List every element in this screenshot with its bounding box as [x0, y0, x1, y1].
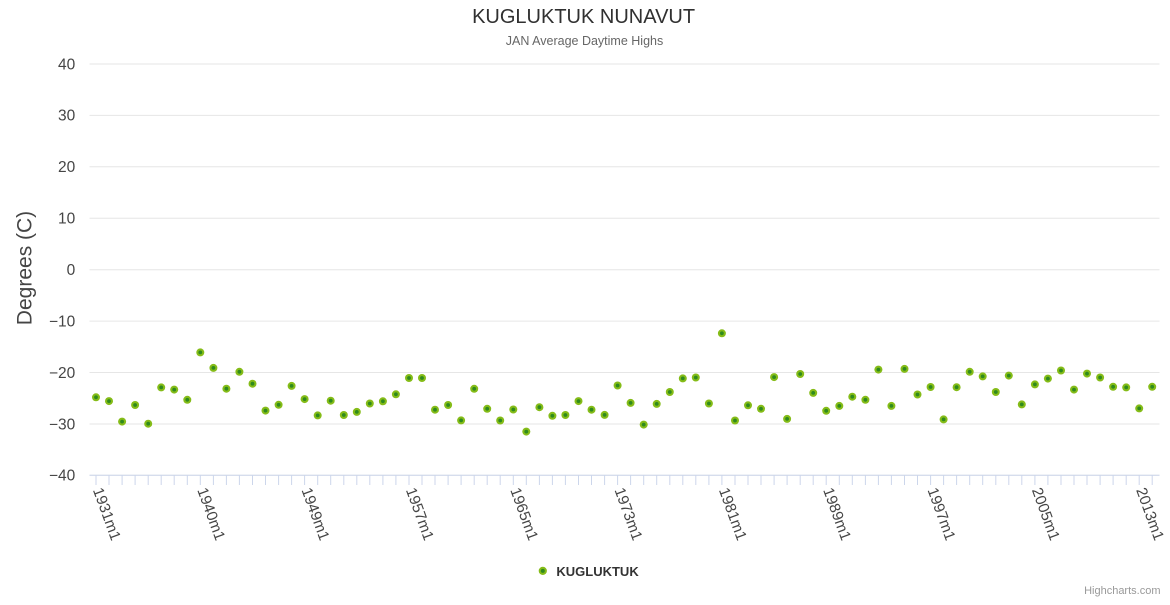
svg-text:−30: −30: [49, 416, 76, 433]
svg-text:KUGLUKTUK NUNAVUT: KUGLUKTUK NUNAVUT: [472, 6, 695, 28]
svg-text:KUGLUKTUK: KUGLUKTUK: [556, 564, 639, 579]
svg-text:JAN Average Daytime Highs: JAN Average Daytime Highs: [506, 34, 663, 48]
svg-text:10: 10: [58, 211, 76, 228]
svg-text:40: 40: [58, 56, 76, 73]
svg-text:30: 30: [58, 108, 76, 125]
svg-text:−40: −40: [49, 468, 76, 485]
svg-text:Highcharts.com: Highcharts.com: [1084, 585, 1160, 597]
svg-text:−10: −10: [49, 313, 76, 330]
svg-text:−20: −20: [49, 365, 76, 382]
svg-text:20: 20: [58, 159, 76, 176]
svg-text:Degrees (C): Degrees (C): [13, 211, 36, 325]
svg-text:0: 0: [67, 262, 76, 279]
